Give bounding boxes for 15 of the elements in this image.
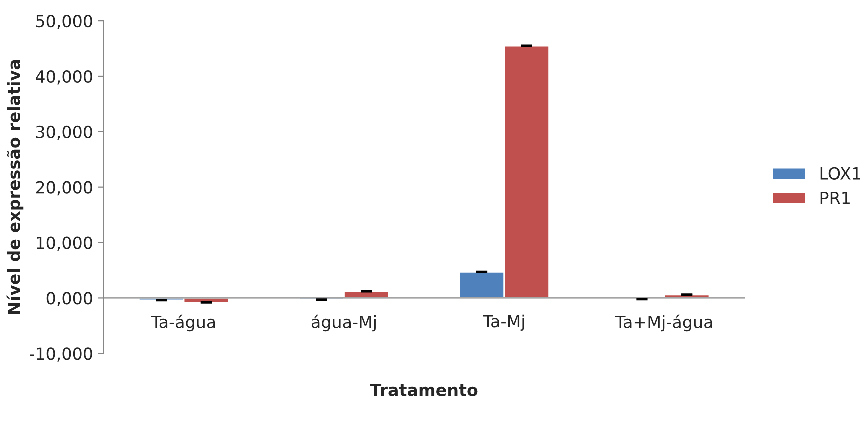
legend-label: PR1 <box>820 192 850 204</box>
y-tick-label: 30,000 <box>36 126 92 140</box>
y-tick-label: 50,000 <box>36 15 92 30</box>
x-tick-label: água-Mj <box>312 314 376 332</box>
legend-label: LOX1 <box>820 167 860 180</box>
x-tick-label: Ta-Mj <box>483 314 524 332</box>
y-tick-label: 20,000 <box>36 181 92 196</box>
y-tick-label: -10,000 <box>30 348 92 362</box>
x-tick-label: Ta-água <box>151 314 216 332</box>
y-tick-label: 0,000 <box>46 292 92 306</box>
y-tick-label: 40,000 <box>36 70 92 85</box>
x-tick-label: Ta+Mj-água <box>616 314 712 332</box>
x-axis-title: Tratamento <box>370 384 478 396</box>
y-axis-title: Nível de expressão relativa <box>6 60 24 314</box>
y-tick-label: 10,000 <box>37 236 92 252</box>
